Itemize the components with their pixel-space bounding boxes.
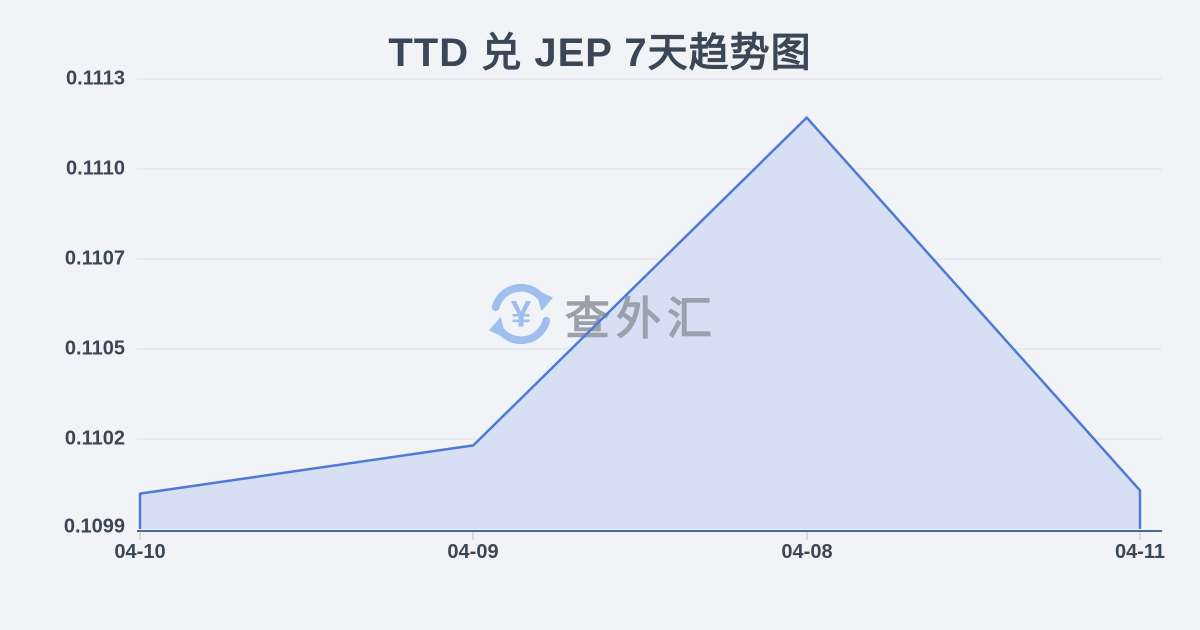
y-tick-label: 0.1107 — [64, 247, 125, 270]
watermark-text: 查外汇 — [565, 292, 719, 344]
y-tick-label: 0.1102 — [64, 427, 125, 450]
exchange-arrow-bottom-head — [488, 316, 507, 339]
watermark: ¥ 查外汇 — [487, 280, 718, 348]
x-axis-ticks — [139, 532, 1141, 540]
x-tick-label: 04-10 — [114, 541, 166, 563]
x-tick-label: 04-09 — [447, 541, 499, 563]
x-tick-label: 04-08 — [781, 541, 833, 563]
chart-title: TTD 兑 JEP 7天趋势图 — [388, 31, 812, 75]
currency-exchange-icon: ¥ — [488, 283, 554, 345]
y-tick-label: 0.1099 — [63, 515, 125, 538]
x-tick-label: 04-11 — [1114, 541, 1166, 563]
exchange-arrow-top-head — [535, 289, 554, 312]
gridlines — [137, 78, 1162, 440]
y-tick-label: 0.1113 — [66, 67, 125, 90]
yen-symbol: ¥ — [511, 294, 532, 335]
y-tick-label: 0.1110 — [66, 157, 125, 180]
y-tick-label: 0.1105 — [64, 337, 125, 360]
